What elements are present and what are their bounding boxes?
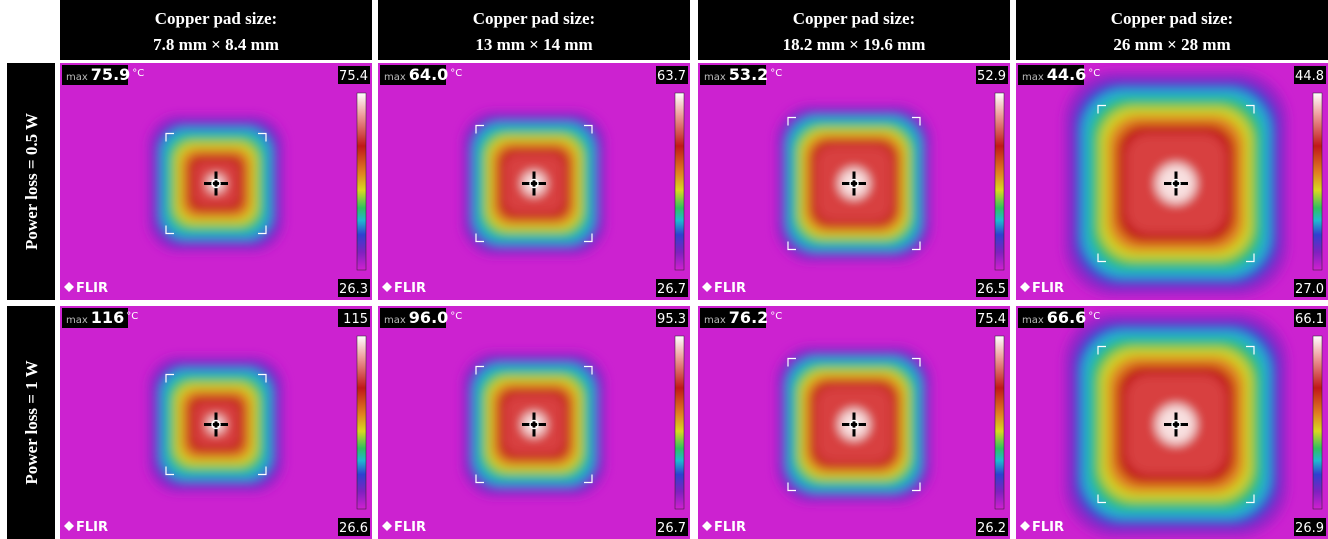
row-header: Power loss = 1 W [22,360,41,484]
scale-max: 52.9 [977,69,1006,84]
figure: Copper pad size: 7.8 mm × 8.4 mm Copper pa… [0,0,1328,539]
color-bar [675,336,684,509]
max-value: 66.6 [1047,308,1086,327]
column-header-line: 26 mm × 28 mm [1113,35,1230,54]
row-header: Power loss = 0.5 W [22,113,41,250]
color-bar [357,93,366,270]
column-header-line: Copper pad size: [473,9,595,28]
max-label: max [384,72,406,83]
scale-max: 115 [343,312,368,327]
max-label: max [704,72,726,83]
page: Copper pad size: 7.8 mm × 8.4 mm Copper pa… [0,0,1328,539]
unit: °C [770,311,782,322]
brand: FLIR [714,281,746,296]
heat-map: max76.2°C 75.4 26.2 FLIR [698,306,1010,539]
column-header-line: 7.8 mm × 8.4 mm [153,35,279,54]
unit: °C [132,68,144,79]
unit: °C [450,311,462,322]
color-bar [1313,93,1322,270]
max-value: 44.6 [1047,65,1086,84]
scale-min: 26.6 [339,521,368,536]
max-label: max [66,72,88,83]
color-bar [995,336,1004,509]
scale-max: 63.7 [657,69,686,84]
color-bar [357,336,366,509]
max-label: max [384,315,406,326]
unit: °C [126,311,138,322]
column-header-line: Copper pad size: [1111,9,1233,28]
max-label: max [1022,72,1044,83]
column-header-line: 18.2 mm × 19.6 mm [783,35,926,54]
brand: FLIR [1032,281,1064,296]
scale-min: 26.2 [977,521,1006,536]
thermal-image: max76.2°C 75.4 26.2 FLIR [698,306,1010,539]
unit: °C [1088,68,1100,79]
max-value: 76.2 [729,308,768,327]
scale-max: 95.3 [657,312,686,327]
heat-map: max53.2°C 52.9 26.5 FLIR [698,63,1010,300]
max-value: 96.0 [409,308,448,327]
scale-min: 26.5 [977,282,1006,297]
max-label: max [1022,315,1044,326]
brand: FLIR [76,520,108,535]
scale-min: 26.3 [339,282,368,297]
brand: FLIR [714,520,746,535]
unit: °C [770,68,782,79]
max-label: max [66,315,88,326]
max-value: 116 [91,308,124,327]
scale-min: 26.9 [1295,521,1324,536]
color-bar [675,93,684,270]
scale-min: 26.7 [657,282,686,297]
scale-min: 27.0 [1295,282,1324,297]
scale-min: 26.7 [657,521,686,536]
max-label: max [704,315,726,326]
max-value: 64.0 [409,65,448,84]
color-bar [995,93,1004,270]
thermal-image: max44.6°C 44.8 27.0 FLIR [1016,63,1328,300]
column-header-line: Copper pad size: [155,9,277,28]
unit: °C [1088,311,1100,322]
color-bar [1313,336,1322,509]
unit: °C [450,68,462,79]
column-header-line: Copper pad size: [793,9,915,28]
scale-max: 75.4 [339,69,368,84]
scale-max: 44.8 [1295,69,1324,84]
brand: FLIR [394,281,426,296]
column-header-line: 13 mm × 14 mm [475,35,592,54]
scale-max: 75.4 [977,312,1006,327]
brand: FLIR [394,520,426,535]
max-value: 53.2 [729,65,768,84]
brand: FLIR [76,281,108,296]
scale-max: 66.1 [1295,312,1324,327]
brand: FLIR [1032,520,1064,535]
heat-map: max44.6°C 44.8 27.0 FLIR [1016,63,1328,300]
max-value: 75.9 [91,65,130,84]
